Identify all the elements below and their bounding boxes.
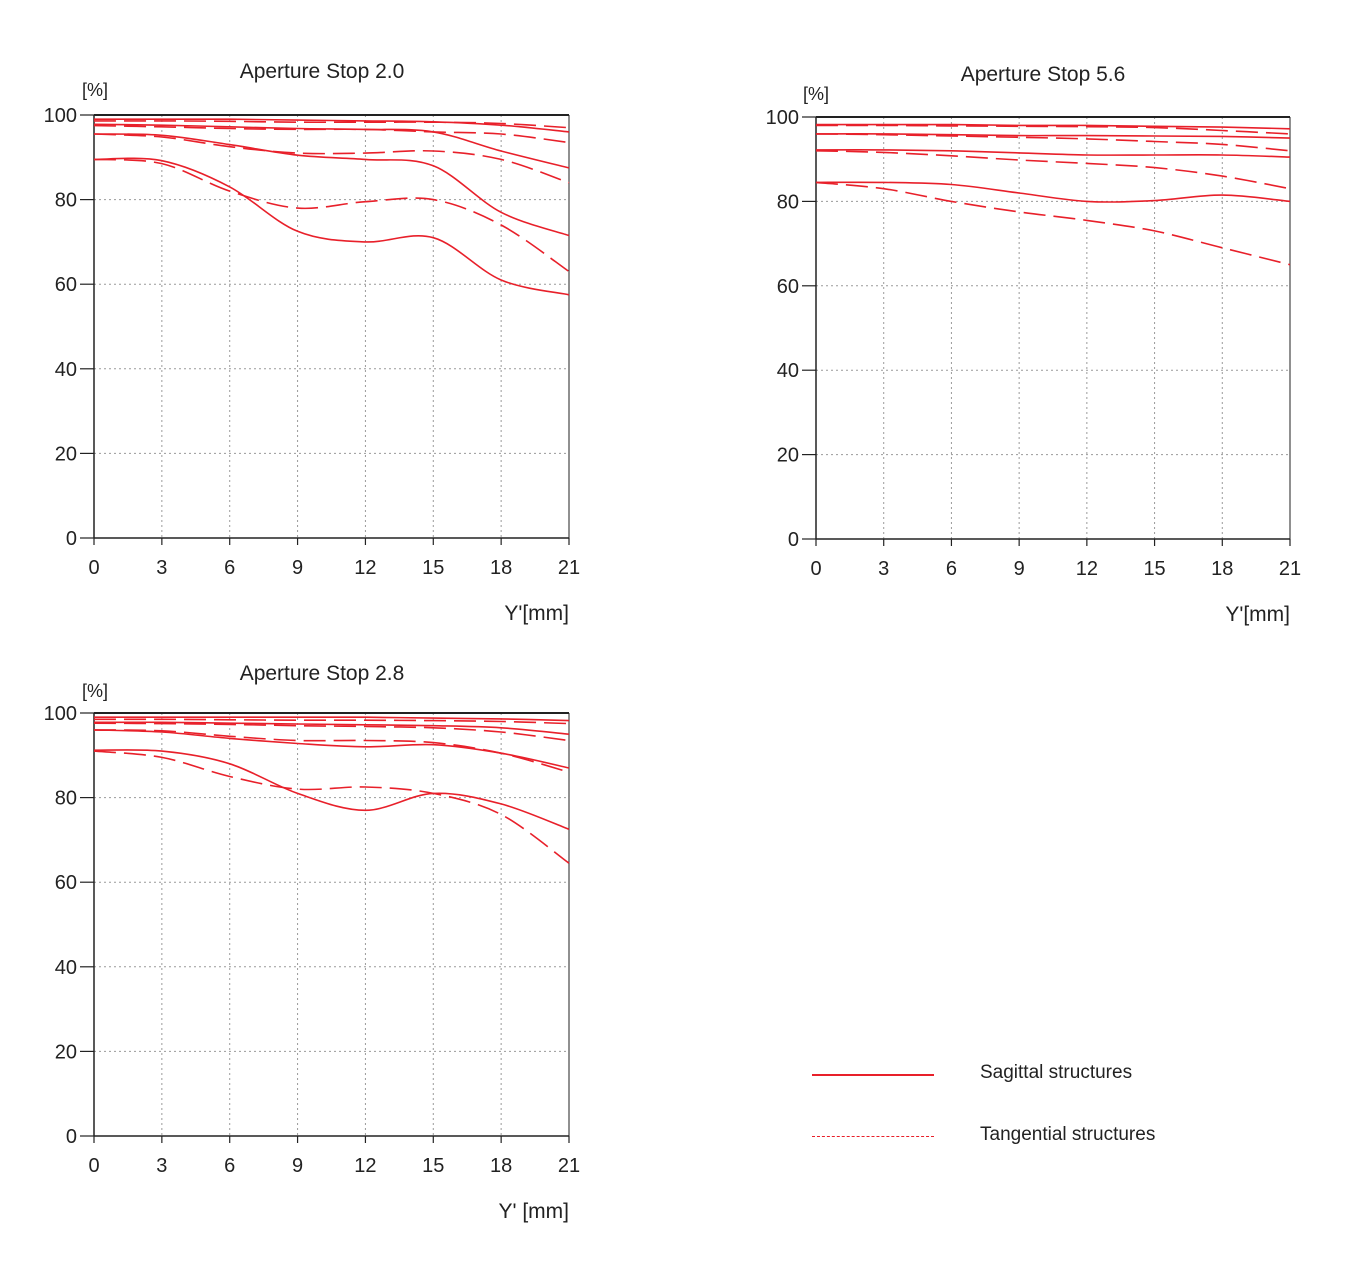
y-axis-label: [%] bbox=[803, 84, 829, 104]
series-line-7 bbox=[93, 749, 570, 831]
x-tick-label: 21 bbox=[558, 1155, 580, 1177]
x-tick-label: 3 bbox=[878, 558, 889, 580]
x-tick-label: 21 bbox=[1279, 558, 1301, 580]
series-line-5 bbox=[93, 729, 570, 769]
y-tick-label: 100 bbox=[44, 703, 77, 725]
y-tick-label: 0 bbox=[66, 528, 77, 550]
x-tick-label: 12 bbox=[354, 1155, 376, 1177]
series-line-1 bbox=[94, 118, 570, 133]
x-tick-label: 0 bbox=[810, 558, 821, 580]
legend-sagittal-label: Sagittal structures bbox=[980, 1062, 1133, 1083]
x-tick-label: 12 bbox=[1076, 558, 1098, 580]
y-tick-label: 20 bbox=[55, 1041, 77, 1063]
series-line-8 bbox=[93, 158, 570, 273]
legend-item-sagittal: Sagittal structures bbox=[812, 1062, 1232, 1086]
y-axis-label: [%] bbox=[82, 681, 108, 701]
legend: Sagittal structures Tangential structure… bbox=[812, 1060, 1232, 1160]
x-tick-label: 9 bbox=[292, 557, 303, 579]
x-tick-label: 12 bbox=[354, 557, 376, 579]
series-line-4 bbox=[815, 133, 1291, 152]
chart-title: Aperture Stop 5.6 bbox=[961, 63, 1126, 86]
series-line-8 bbox=[93, 750, 570, 864]
y-tick-label: 0 bbox=[788, 529, 799, 551]
y-tick-label: 20 bbox=[777, 445, 799, 467]
y-tick-label: 0 bbox=[66, 1126, 77, 1148]
legend-tangential-label: Tangential structures bbox=[980, 1124, 1156, 1145]
x-tick-label: 9 bbox=[1014, 558, 1025, 580]
y-tick-label: 60 bbox=[55, 274, 77, 296]
series-line-3 bbox=[93, 123, 570, 169]
series-line-5 bbox=[815, 149, 1291, 158]
y-tick-label: 40 bbox=[55, 957, 77, 979]
y-tick-label: 100 bbox=[44, 105, 77, 127]
x-tick-label: 9 bbox=[292, 1155, 303, 1177]
x-tick-label: 3 bbox=[156, 1155, 167, 1177]
series-line-2 bbox=[816, 124, 1291, 135]
series-line-6 bbox=[93, 133, 570, 184]
x-axis-label: Y' [mm] bbox=[498, 1200, 569, 1223]
series-line-2 bbox=[94, 718, 570, 725]
series-line-8 bbox=[815, 181, 1291, 266]
series-line-2 bbox=[94, 120, 570, 129]
series-line-7 bbox=[93, 157, 570, 296]
series-line-5 bbox=[93, 133, 570, 237]
y-tick-label: 80 bbox=[55, 788, 77, 810]
series-line-4 bbox=[93, 124, 570, 144]
x-tick-label: 0 bbox=[88, 557, 99, 579]
chart-1: Aperture Stop 2.0 [%] Y'[mm] 0 3 6 9 12 15 18 21 0 2… bbox=[44, 60, 581, 625]
x-tick-label: 18 bbox=[490, 557, 512, 579]
x-tick-label: 6 bbox=[224, 1155, 235, 1177]
x-tick-label: 6 bbox=[946, 558, 957, 580]
legend-sagittal-line-icon bbox=[812, 1074, 934, 1076]
series-line-6 bbox=[93, 729, 570, 773]
y-tick-label: 20 bbox=[55, 443, 77, 465]
x-tick-label: 18 bbox=[1211, 558, 1233, 580]
y-tick-label: 40 bbox=[777, 360, 799, 382]
x-tick-label: 0 bbox=[88, 1155, 99, 1177]
series-line-7 bbox=[815, 181, 1291, 203]
y-tick-label: 60 bbox=[55, 872, 77, 894]
series-line-4 bbox=[93, 722, 570, 742]
x-tick-label: 15 bbox=[422, 557, 444, 579]
series-line-1 bbox=[94, 716, 570, 722]
x-tick-label: 6 bbox=[224, 557, 235, 579]
y-tick-label: 60 bbox=[777, 276, 799, 298]
series-line-3 bbox=[93, 721, 570, 735]
chart-2: Aperture Stop 5.6 [%] Y'[mm] 0 3 6 9 12 15 18 21 0 2… bbox=[766, 63, 1302, 626]
legend-tangential-line-icon bbox=[812, 1136, 934, 1137]
chart-title: Aperture Stop 2.0 bbox=[240, 60, 405, 83]
y-tick-label: 100 bbox=[766, 107, 799, 129]
series-line-1 bbox=[816, 123, 1291, 130]
x-tick-label: 3 bbox=[156, 557, 167, 579]
x-tick-label: 21 bbox=[558, 557, 580, 579]
x-axis-label: Y'[mm] bbox=[504, 602, 569, 625]
y-tick-label: 40 bbox=[55, 359, 77, 381]
legend-item-tangential: Tangential structures bbox=[812, 1124, 1232, 1148]
series-line-6 bbox=[815, 150, 1291, 190]
series-line-3 bbox=[815, 133, 1291, 139]
x-tick-label: 18 bbox=[490, 1155, 512, 1177]
chart-3: Aperture Stop 2.8 [%] Y' [mm] 0 3 6 9 12 15 18 21 0… bbox=[44, 662, 581, 1223]
x-tick-label: 15 bbox=[422, 1155, 444, 1177]
x-tick-label: 15 bbox=[1143, 558, 1165, 580]
x-axis-label: Y'[mm] bbox=[1225, 603, 1290, 626]
y-axis-label: [%] bbox=[82, 80, 108, 100]
y-tick-label: 80 bbox=[55, 190, 77, 212]
y-tick-label: 80 bbox=[777, 191, 799, 213]
chart-title: Aperture Stop 2.8 bbox=[240, 662, 405, 685]
